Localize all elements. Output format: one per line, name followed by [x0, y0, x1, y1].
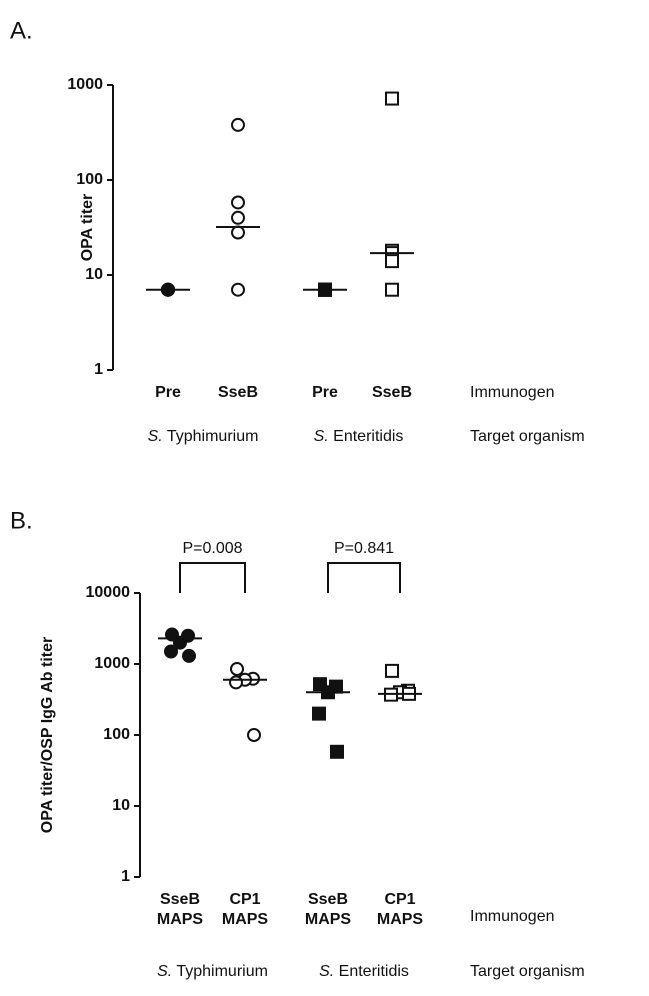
genus: S.: [148, 428, 163, 445]
point: [164, 644, 178, 659]
x-tick-label: MAPS: [222, 911, 269, 928]
organism: Typhimurium: [167, 428, 259, 445]
group-label: S. Typhimurium: [157, 963, 268, 980]
y-tick-label: 1000: [94, 655, 130, 672]
organism: Typhimurium: [176, 963, 268, 980]
y-axis-label: OPA titer: [79, 194, 96, 262]
point: [231, 282, 245, 297]
x-tick-label: SseB: [308, 891, 348, 908]
x-tick-label: MAPS: [305, 911, 352, 928]
point: [231, 210, 245, 225]
genus: S.: [157, 963, 172, 980]
point: [173, 635, 187, 650]
row-label: Immunogen: [470, 908, 555, 925]
y-tick-label: 1: [121, 868, 130, 885]
panel-label: B.: [10, 507, 33, 534]
point: [385, 254, 399, 269]
y-tick-label: 100: [76, 171, 103, 188]
point: [385, 282, 399, 297]
bracket: [327, 562, 401, 593]
point: [385, 91, 399, 106]
panel-label: A.: [10, 17, 33, 44]
x-tick-label: Pre: [155, 384, 181, 401]
y-tick-label: 10: [112, 797, 130, 814]
y-tick-label: 10: [85, 266, 103, 283]
x-tick-label: MAPS: [157, 911, 204, 928]
row-label: Target organism: [470, 428, 585, 445]
point: [230, 662, 244, 677]
y-axis-label: OPA titer/OSP IgG Ab titer: [39, 637, 56, 833]
group-label: S. Enteritidis: [319, 963, 409, 980]
y-tick-label: 1: [94, 361, 103, 378]
p-value: P=0.008: [182, 540, 242, 557]
organism: Enteritidis: [339, 963, 409, 980]
point: [231, 117, 245, 132]
x-tick-label: SseB: [160, 891, 200, 908]
point: [231, 195, 245, 210]
y-tick-label: 10000: [86, 584, 131, 601]
point: [312, 706, 326, 721]
x-tick-label: SseB: [218, 384, 258, 401]
x-tick-label: Pre: [312, 384, 338, 401]
x-tick-label: CP1: [229, 891, 260, 908]
row-label: Target organism: [470, 963, 585, 980]
x-tick-label: MAPS: [377, 911, 424, 928]
point: [231, 225, 245, 240]
x-tick-label: SseB: [372, 384, 412, 401]
point: [229, 675, 243, 690]
p-value: P=0.841: [334, 540, 394, 557]
y-tick-label: 1000: [67, 76, 103, 93]
bracket: [179, 562, 246, 593]
organism: Enteritidis: [333, 428, 403, 445]
point: [330, 744, 344, 759]
x-tick-label: CP1: [384, 891, 415, 908]
genus: S.: [314, 428, 329, 445]
row-label: Immunogen: [470, 384, 555, 401]
point: [385, 663, 399, 678]
genus: S.: [319, 963, 334, 980]
group-label: S. Enteritidis: [314, 428, 404, 445]
group-label: S. Typhimurium: [148, 428, 259, 445]
y-tick-label: 100: [103, 726, 130, 743]
point: [247, 728, 261, 742]
point: [182, 648, 196, 663]
